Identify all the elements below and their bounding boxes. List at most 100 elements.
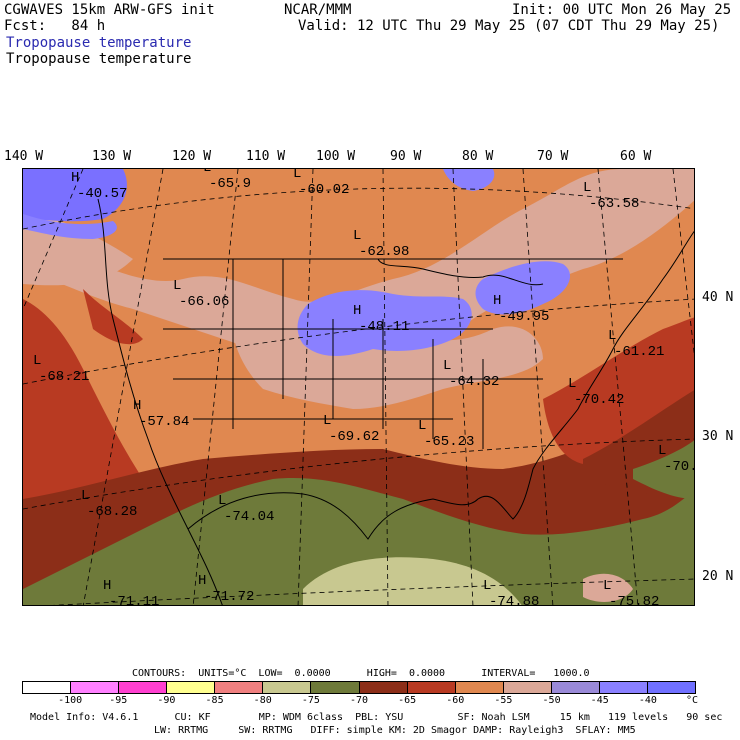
extremum-marker: H xyxy=(493,293,501,309)
extrema-labels: H-40.57L-65.9L-60.02L-62.98L-63.58L-66.0… xyxy=(33,169,695,606)
extremum-value: -68.28 xyxy=(87,504,137,520)
extremum-marker: H xyxy=(71,170,79,186)
lon-label-140w: 140 W xyxy=(4,149,44,164)
colorbar-segment xyxy=(311,682,360,693)
colorbar-segment xyxy=(503,682,552,693)
extremum-value: -40.57 xyxy=(77,186,127,202)
colorbar-tick-label: -80 xyxy=(253,695,272,706)
extremum-value: -66.06 xyxy=(179,294,229,310)
colorbar-tick-label: -65 xyxy=(398,695,417,706)
lon-label-120w: 120 W xyxy=(172,149,212,164)
extremum-value: -65.9 xyxy=(209,176,251,192)
extremum-value: -57.84 xyxy=(139,414,189,430)
extremum-marker: L xyxy=(293,169,301,182)
extremum-marker: L xyxy=(418,418,426,434)
extremum-value: -49.95 xyxy=(499,309,549,325)
extremum-marker: L xyxy=(658,443,666,459)
extremum-value: -69.62 xyxy=(329,429,379,445)
model-title: CGWAVES 15km ARW-GFS init xyxy=(4,2,215,18)
lon-label-70w: 70 W xyxy=(537,149,569,164)
extremum-value: -75.82 xyxy=(609,594,659,606)
colorbar-segment xyxy=(23,682,72,693)
extremum-marker: H xyxy=(198,573,206,589)
colorbar-tick-label: -100 xyxy=(58,695,83,706)
colorbar-tick-label: -90 xyxy=(157,695,176,706)
lon-label-90w: 90 W xyxy=(390,149,422,164)
extremum-marker: H xyxy=(103,578,111,594)
extremum-marker: L xyxy=(203,169,211,176)
lat-label-30n: 30 N xyxy=(702,429,734,444)
extremum-marker: L xyxy=(603,578,611,594)
extremum-value: -70.8 xyxy=(664,459,695,475)
colorbar-segment xyxy=(71,682,120,693)
shaded-field xyxy=(23,169,694,605)
model-info-line2: LW: RRTMG SW: RRTMG DIFF: simple KM: 2D … xyxy=(154,725,636,736)
colorbar-segment xyxy=(119,682,168,693)
colorbar-segment xyxy=(648,682,696,693)
colorbar-segment xyxy=(407,682,456,693)
extremum-marker: L xyxy=(568,376,576,392)
colorbar-tick-label: -95 xyxy=(109,695,128,706)
contour-info: CONTOURS: UNITS=°C LOW= 0.0000 HIGH= 0.0… xyxy=(132,668,590,679)
colorbar-tick-label: -70 xyxy=(349,695,369,706)
colorbar-segment xyxy=(263,682,312,693)
extremum-value: -48.11 xyxy=(359,319,409,335)
colorbar-segment xyxy=(167,682,216,693)
extremum-marker: L xyxy=(323,413,331,429)
extremum-marker: L xyxy=(608,328,616,344)
colorbar-tick-label: -85 xyxy=(205,695,224,706)
colorbar-segment xyxy=(599,682,649,693)
forecast-hour: Fcst: 84 h xyxy=(4,18,106,34)
model-info-line1: Model Info: V4.6.1 CU: KF MP: WDM 6class… xyxy=(30,712,723,723)
lat-label-20n: 20 N xyxy=(702,569,734,584)
lon-label-60w: 60 W xyxy=(620,149,652,164)
extremum-marker: L xyxy=(173,278,181,294)
lon-label-130w: 130 W xyxy=(92,149,132,164)
field-title-shaded: Tropopause temperature xyxy=(6,35,192,51)
colorbar-segment xyxy=(215,682,264,693)
extremum-value: -71.72 xyxy=(204,589,254,605)
colorbar-labels: -100 -95 -90 -85 -80 -75 -70 -65 -60 -55 -50 -45 -40… xyxy=(22,695,699,707)
extremum-marker: L xyxy=(81,488,89,504)
colorbar-tick-label: -45 xyxy=(590,695,609,706)
colorbar xyxy=(22,681,696,694)
extremum-value: -71.11 xyxy=(109,594,159,606)
extremum-marker: L xyxy=(483,578,491,594)
colorbar-tick-label: -55 xyxy=(494,695,513,706)
extremum-marker: L xyxy=(218,493,226,509)
lon-label-110w: 110 W xyxy=(246,149,286,164)
extremum-value: -63.58 xyxy=(589,196,639,212)
colorbar-segment xyxy=(359,682,408,693)
lat-lon-grid xyxy=(23,169,694,605)
extremum-value: -70.42 xyxy=(574,392,624,408)
coastlines-borders xyxy=(97,198,694,605)
extremum-value: -62.98 xyxy=(359,244,409,260)
init-time: Init: 00 UTC Mon 26 May 25 xyxy=(512,2,732,18)
extremum-value: -74.04 xyxy=(224,509,274,525)
extremum-marker: H xyxy=(133,398,141,414)
extremum-value: -61.21 xyxy=(614,344,664,360)
extremum-value: -68.21 xyxy=(39,369,89,385)
extremum-value: -74.88 xyxy=(489,594,539,606)
extremum-marker: H xyxy=(353,303,361,319)
lon-label-100w: 100 W xyxy=(316,149,356,164)
colorbar-unit: °C xyxy=(685,695,699,706)
tropopause-temperature-map: H-40.57L-65.9L-60.02L-62.98L-63.58L-66.0… xyxy=(22,168,695,606)
valid-time: Valid: 12 UTC Thu 29 May 25 (07 CDT Thu … xyxy=(298,18,720,34)
institution-label: NCAR/MMM xyxy=(284,2,352,18)
extremum-marker: L xyxy=(443,358,451,374)
extremum-marker: L xyxy=(353,228,361,244)
extremum-value: -60.02 xyxy=(299,182,349,198)
colorbar-segment xyxy=(455,682,504,693)
colorbar-tick-label: -50 xyxy=(542,695,561,706)
lon-label-80w: 80 W xyxy=(462,149,494,164)
colorbar-tick-label: -40 xyxy=(638,695,657,706)
extremum-value: -65.23 xyxy=(424,434,474,450)
field-title-contour: Tropopause temperature xyxy=(6,51,192,67)
extremum-marker: L xyxy=(33,353,41,369)
colorbar-segment xyxy=(551,682,600,693)
lat-label-40n: 40 N xyxy=(702,290,734,305)
extremum-value: -64.32 xyxy=(449,374,499,390)
colorbar-tick-label: -60 xyxy=(446,695,465,706)
colorbar-tick-label: -75 xyxy=(301,695,320,706)
